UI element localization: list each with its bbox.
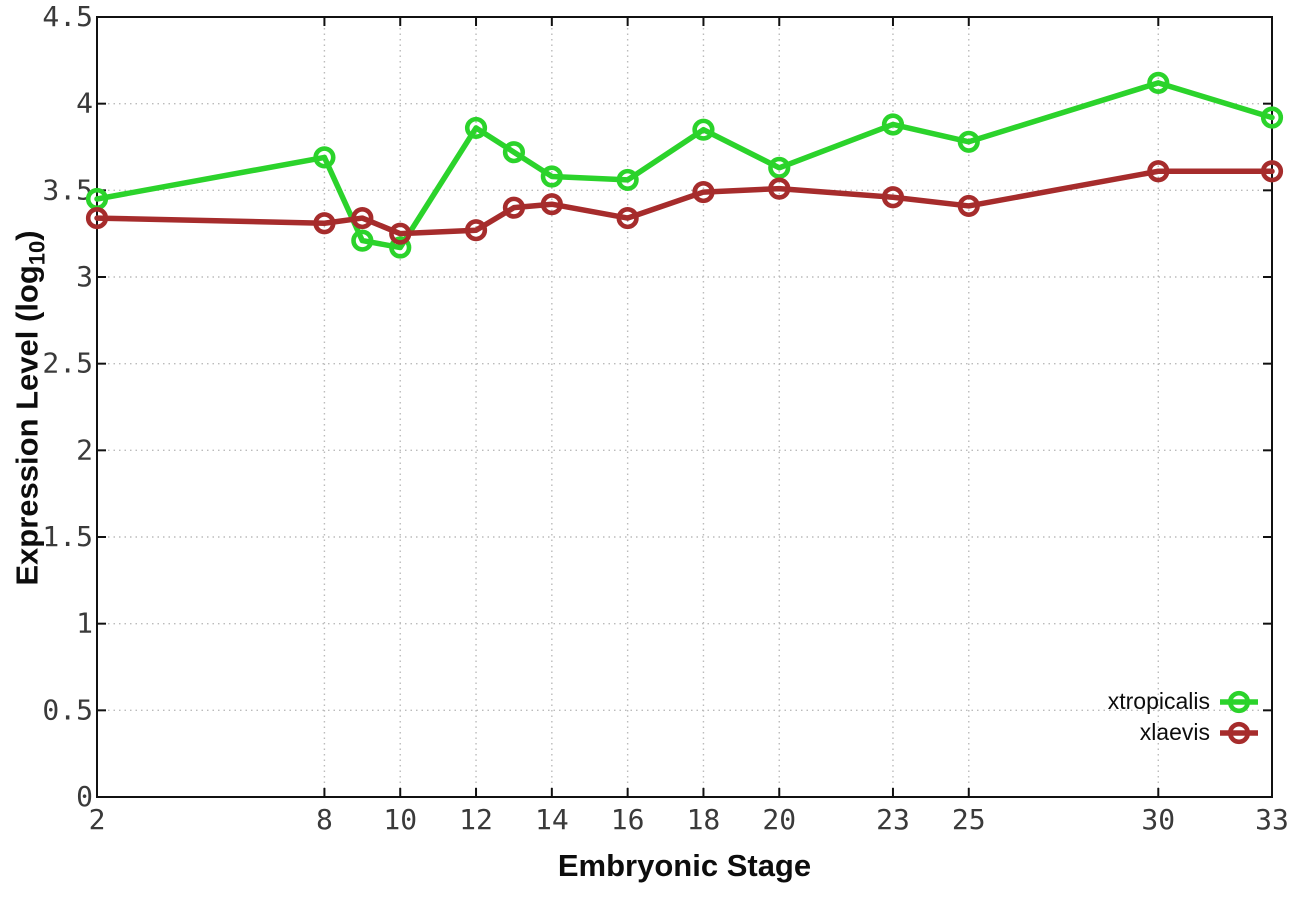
x-axis-label: Embryonic Stage: [557, 848, 812, 883]
legend-label-xlaevis: xlaevis: [1139, 719, 1210, 745]
y-axis-label-subscript: 10: [24, 240, 50, 266]
series-xlaevis: [85, 160, 1284, 245]
data-point-xlaevis: [616, 206, 639, 230]
data-point-xtropicalis: [502, 141, 526, 164]
x-tick-label: 10: [383, 803, 417, 836]
data-point-xlaevis: [389, 222, 412, 245]
y-tick-label: 0.5: [42, 693, 93, 726]
x-tick-label: 16: [611, 803, 645, 836]
data-point-xlaevis: [692, 180, 715, 204]
legend-marker-xtropicalis: [1227, 690, 1251, 714]
x-tick-label: 8: [316, 803, 333, 836]
data-point-xlaevis: [1260, 160, 1284, 183]
y-tick-label: 1.5: [42, 520, 93, 553]
data-point-xtropicalis: [692, 118, 715, 141]
series-xtropicalis: [85, 71, 1284, 259]
x-tick-label: 2: [89, 803, 106, 836]
plot-border: [96, 16, 1273, 798]
data-point-xtropicalis: [313, 146, 336, 169]
legend-marker-xlaevis: [1227, 721, 1251, 745]
x-tick-label: 18: [687, 803, 721, 836]
data-point-xtropicalis: [1147, 71, 1170, 94]
series-line-xlaevis: [94, 168, 1275, 237]
data-point-xlaevis: [464, 219, 488, 242]
data-point-xlaevis: [85, 206, 109, 230]
data-point-xtropicalis: [464, 116, 488, 140]
data-point-xtropicalis: [351, 229, 374, 252]
x-tick-label: 12: [459, 803, 493, 836]
y-axis-label: Expression Level (log10): [9, 230, 50, 585]
y-tick-label: 4.5: [42, 0, 93, 33]
data-point-xlaevis: [540, 193, 563, 216]
x-tick-label: 30: [1141, 803, 1175, 836]
grid-lines: [97, 17, 1272, 797]
legend-item-xtropicalis: xtropicalis: [1108, 686, 1210, 717]
x-tick-label: 20: [762, 803, 796, 836]
x-tick-label: 25: [952, 803, 986, 836]
data-point-xlaevis: [768, 177, 791, 200]
data-point-xlaevis: [881, 186, 905, 209]
y-axis-label-main: Expression Level (log: [9, 265, 45, 586]
x-tick-label: 23: [876, 803, 910, 836]
legend-item-xlaevis: xlaevis: [1108, 717, 1210, 748]
tick-marks: [96, 16, 1273, 798]
data-point-xtropicalis: [616, 168, 639, 192]
data-point-xlaevis: [1147, 160, 1170, 183]
y-tick-label: 3.5: [42, 173, 93, 206]
data-point-xlaevis: [351, 206, 374, 230]
x-tick-label: 14: [535, 803, 569, 836]
y-axis-label-close: ): [9, 230, 45, 241]
y-tick-label: 3: [76, 260, 93, 293]
data-point-xtropicalis: [1260, 106, 1284, 129]
data-point-xtropicalis: [540, 165, 563, 188]
data-point-xlaevis: [957, 194, 980, 218]
x-tick-label: 33: [1255, 803, 1289, 836]
data-point-xlaevis: [313, 212, 336, 235]
data-point-xtropicalis: [768, 156, 791, 179]
y-tick-label: 0: [76, 780, 93, 813]
y-tick-label: 2: [76, 433, 93, 466]
y-tick-label: 2.5: [42, 347, 93, 380]
y-tick-label: 1: [76, 607, 93, 640]
data-point-xtropicalis: [881, 113, 905, 136]
legend: xtropicalis xlaevis: [1108, 686, 1210, 748]
legend-marker-samples: [1220, 690, 1258, 745]
x-tick-labels: 2 8 10 12 14 16 18 20 23 25 30 33: [89, 803, 1289, 836]
y-tick-labels: 0 0.5 1 1.5 2 2.5 3 3.5 4 4.5: [42, 0, 93, 813]
legend-label-xtropicalis: xtropicalis: [1107, 688, 1210, 714]
data-point-xlaevis: [502, 196, 526, 219]
y-tick-label: 4: [76, 87, 93, 120]
data-point-xtropicalis: [389, 236, 412, 259]
data-point-xtropicalis: [957, 130, 980, 153]
series-line-xtropicalis: [94, 80, 1275, 251]
